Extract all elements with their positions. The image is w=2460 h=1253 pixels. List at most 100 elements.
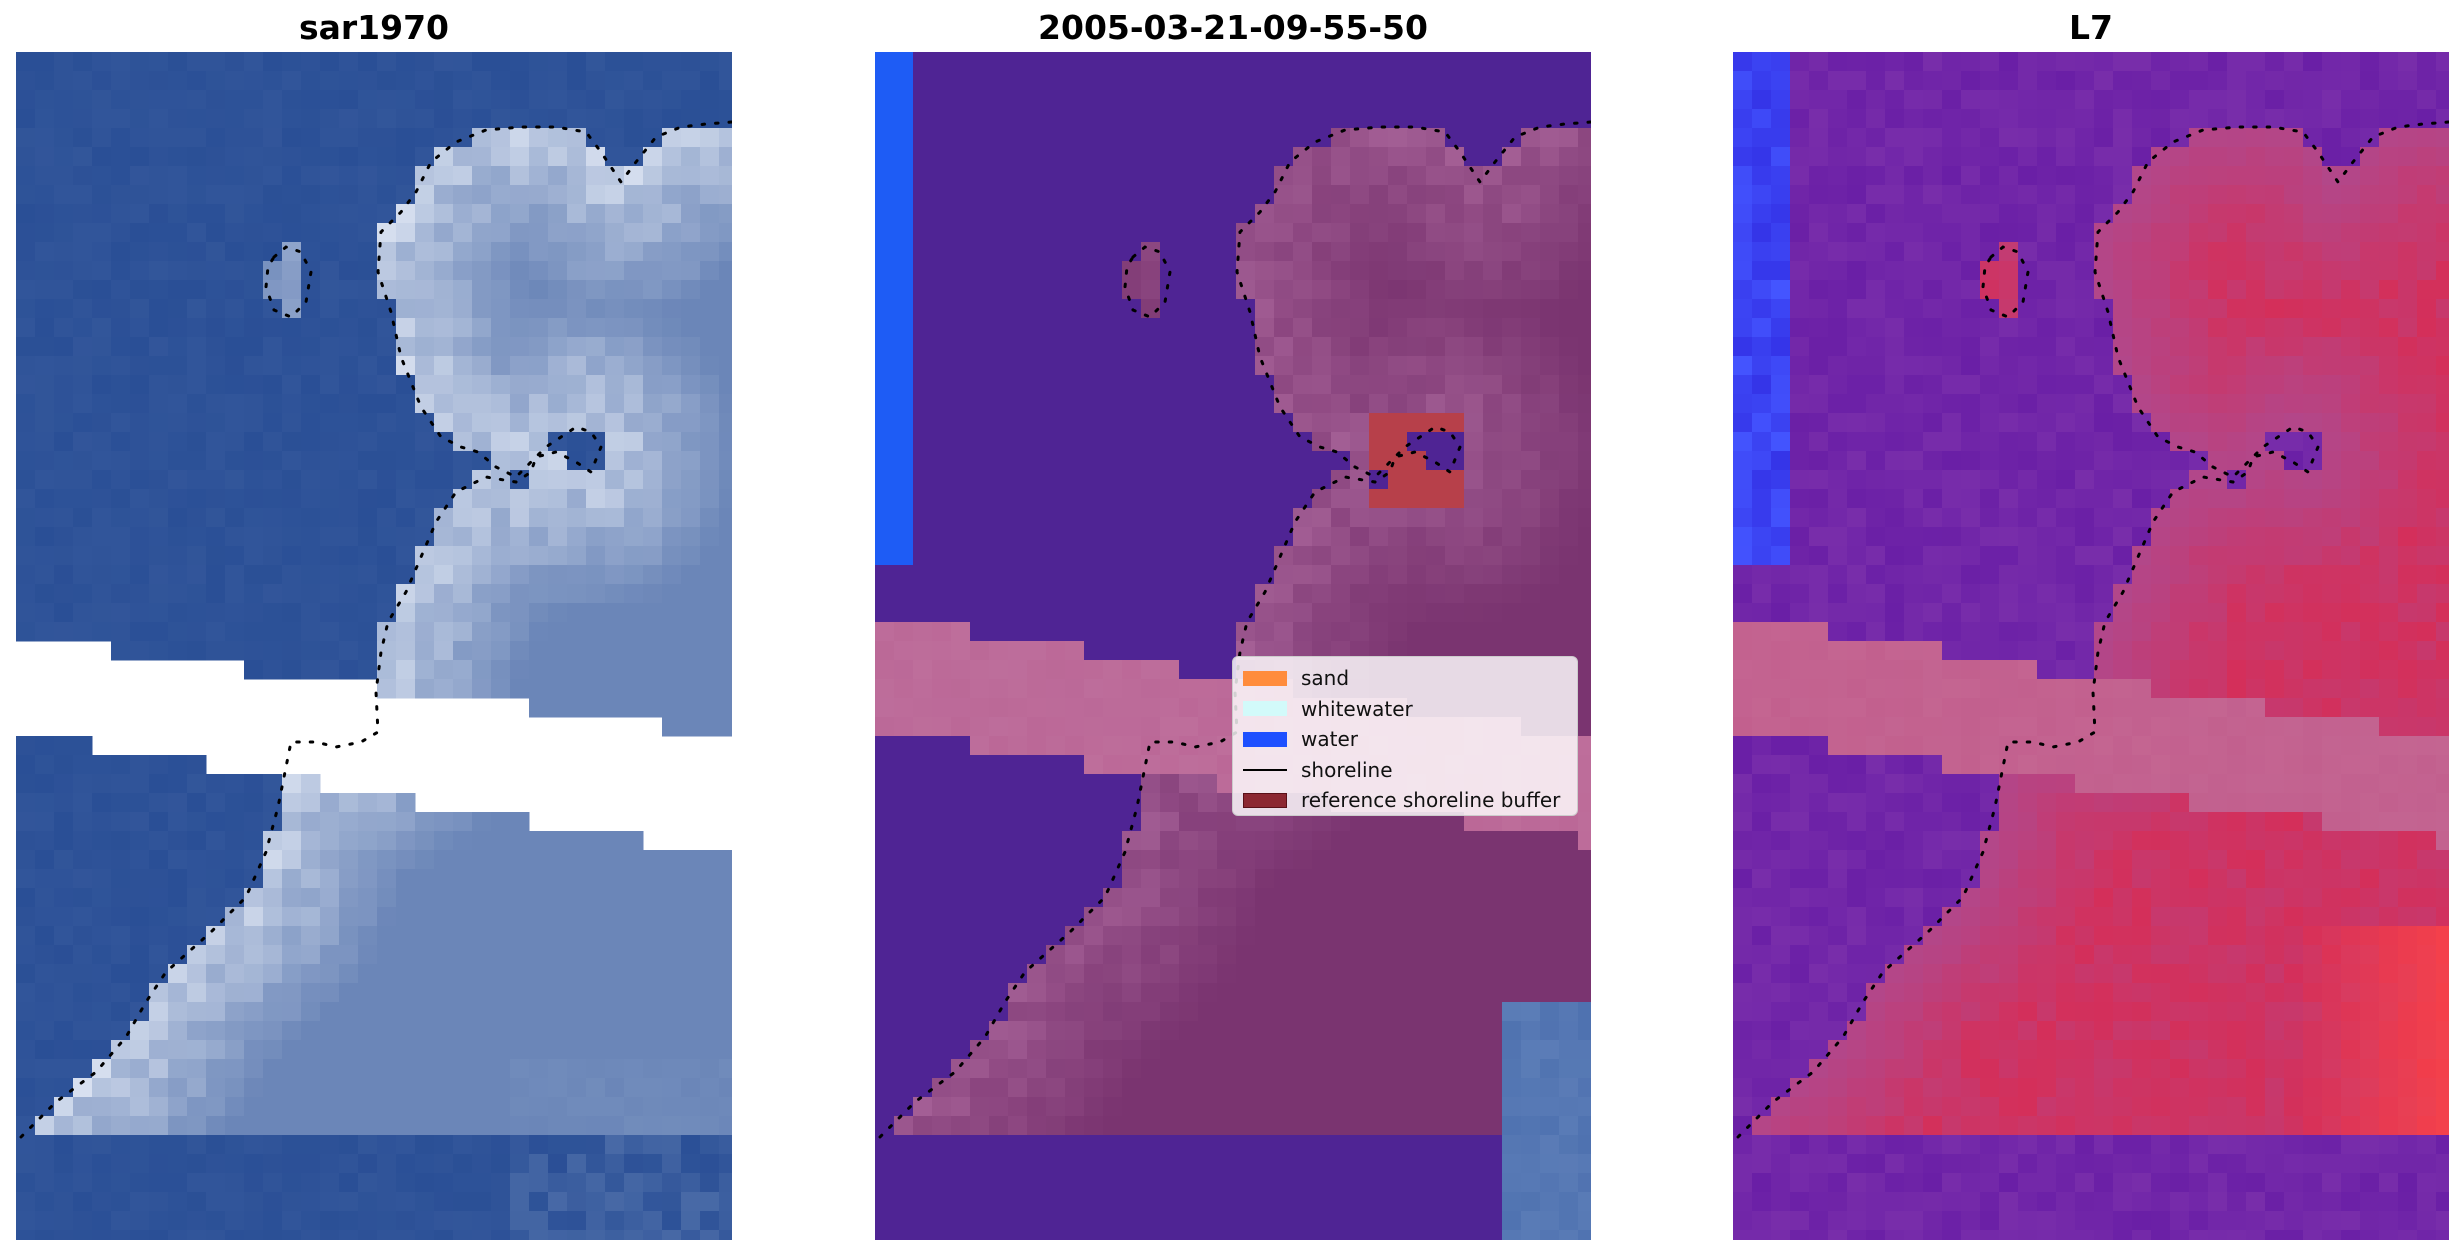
image-pixel: [1255, 603, 1275, 623]
image-pixel: [529, 128, 549, 148]
image-pixel: [377, 1040, 397, 1060]
image-pixel: [1388, 964, 1408, 984]
image-pixel: [1502, 1097, 1522, 1117]
image-pixel: [1046, 375, 1066, 395]
image-pixel: [225, 584, 245, 604]
image-pixel: [244, 603, 264, 623]
image-pixel: [913, 698, 933, 718]
image-pixel: [358, 831, 378, 851]
image-pixel: [16, 1078, 36, 1098]
image-pixel: [149, 299, 169, 319]
image-pixel: [187, 356, 207, 376]
image-pixel: [1312, 318, 1332, 338]
image-pixel: [529, 907, 549, 927]
image-pixel: [472, 508, 492, 528]
image-pixel: [529, 679, 549, 699]
image-pixel: [2151, 204, 2171, 224]
image-pixel: [1065, 109, 1085, 129]
image-pixel: [719, 1002, 732, 1022]
image-pixel: [1350, 850, 1370, 870]
image-pixel: [1578, 318, 1591, 338]
image-pixel: [16, 394, 36, 414]
image-pixel: [681, 52, 701, 72]
image-pixel: [339, 945, 359, 965]
image-pixel: [662, 850, 682, 870]
image-pixel: [1027, 584, 1047, 604]
image-pixel: [35, 527, 55, 547]
image-pixel: [472, 166, 492, 186]
image-pixel: [1084, 1059, 1104, 1079]
image-pixel: [16, 166, 36, 186]
image-pixel: [1160, 147, 1180, 167]
image-pixel: [206, 774, 226, 794]
image-pixel: [1255, 1059, 1275, 1079]
image-pixel: [624, 1173, 644, 1193]
image-pixel: [16, 318, 36, 338]
image-pixel: [719, 204, 732, 224]
image-pixel: [1274, 337, 1294, 357]
image-pixel: [624, 413, 644, 433]
image-pixel: [548, 508, 568, 528]
image-pixel: [1331, 850, 1351, 870]
image-pixel: [1999, 185, 2019, 205]
image-pixel: [1999, 109, 2019, 129]
image-pixel: [1521, 432, 1541, 452]
image-pixel: [875, 166, 895, 186]
image-pixel: [529, 945, 549, 965]
image-pixel: [624, 1078, 644, 1098]
image-pixel: [662, 185, 682, 205]
image-pixel: [263, 508, 283, 528]
image-pixel: [1255, 1021, 1275, 1041]
image-pixel: [377, 603, 397, 623]
image-pixel: [1293, 318, 1313, 338]
image-pixel: [2075, 147, 2095, 167]
image-pixel: [1046, 679, 1066, 699]
image-pixel: [586, 166, 606, 186]
image-pixel: [548, 337, 568, 357]
image-pixel: [358, 185, 378, 205]
image-pixel: [1369, 1040, 1389, 1060]
image-pixel: [875, 280, 895, 300]
image-pixel: [1388, 1097, 1408, 1117]
image-pixel: [932, 337, 952, 357]
image-pixel: [415, 527, 435, 547]
image-pixel: [624, 1021, 644, 1041]
image-pixel: [282, 1040, 302, 1060]
image-pixel: [2208, 204, 2228, 224]
image-pixel: [1483, 1002, 1503, 1022]
image-pixel: [320, 888, 340, 908]
image-pixel: [282, 869, 302, 889]
image-pixel: [1540, 280, 1560, 300]
image-pixel: [951, 774, 971, 794]
image-pixel: [643, 109, 663, 129]
image-pixel: [320, 850, 340, 870]
image-pixel: [1578, 1230, 1591, 1240]
image-pixel: [92, 774, 112, 794]
image-pixel: [1141, 964, 1161, 984]
image-pixel: [1103, 603, 1123, 623]
image-pixel: [662, 603, 682, 623]
image-pixel: [1293, 907, 1313, 927]
image-pixel: [187, 489, 207, 509]
image-pixel: [453, 831, 473, 851]
image-pixel: [700, 90, 720, 110]
image-pixel: [1369, 869, 1389, 889]
image-pixel: [396, 1154, 416, 1174]
image-pixel: [1369, 413, 1389, 433]
image-pixel: [1236, 964, 1256, 984]
image-pixel: [1407, 1173, 1427, 1193]
image-pixel: [73, 964, 93, 984]
image-pixel: [1046, 432, 1066, 452]
image-pixel: [1274, 508, 1294, 528]
image-pixel: [1578, 356, 1591, 376]
image-pixel: [548, 71, 568, 91]
image-pixel: [2227, 71, 2247, 91]
image-pixel: [1464, 1021, 1484, 1041]
image-pixel: [1122, 869, 1142, 889]
image-pixel: [932, 204, 952, 224]
image-pixel: [1046, 983, 1066, 1003]
image-pixel: [54, 1078, 74, 1098]
image-pixel: [1388, 508, 1408, 528]
image-pixel: [894, 1059, 914, 1079]
image-pixel: [92, 185, 112, 205]
